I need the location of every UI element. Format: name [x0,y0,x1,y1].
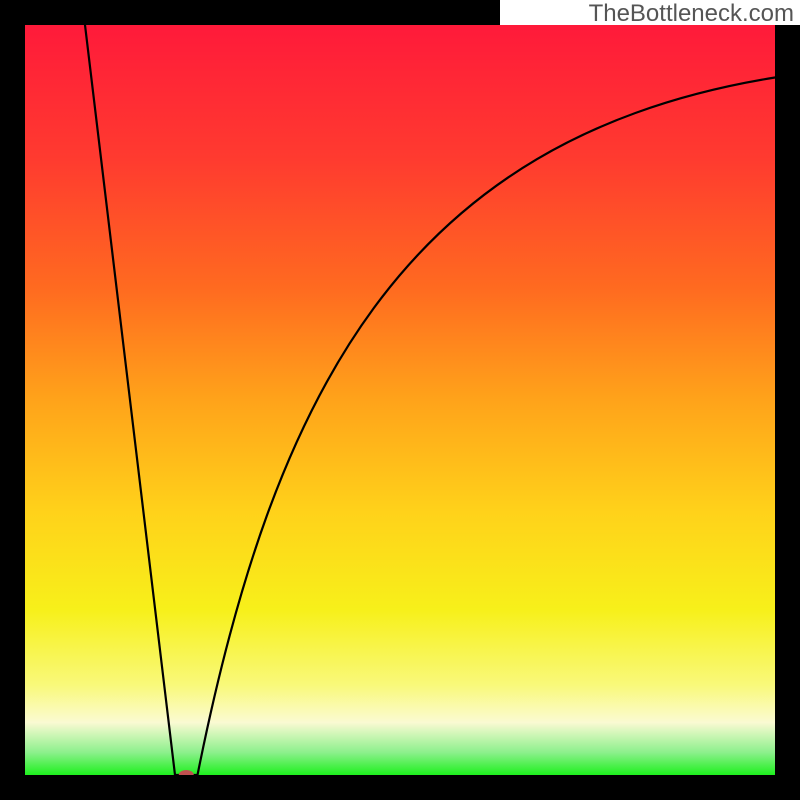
watermark-text: TheBottleneck.com [589,0,794,28]
axis-border [0,0,25,800]
bottleneck-chart: TheBottleneck.com [0,0,800,800]
axis-border [0,775,800,800]
axis-border [775,0,800,800]
gradient-background [25,25,775,775]
chart-svg [0,0,800,800]
